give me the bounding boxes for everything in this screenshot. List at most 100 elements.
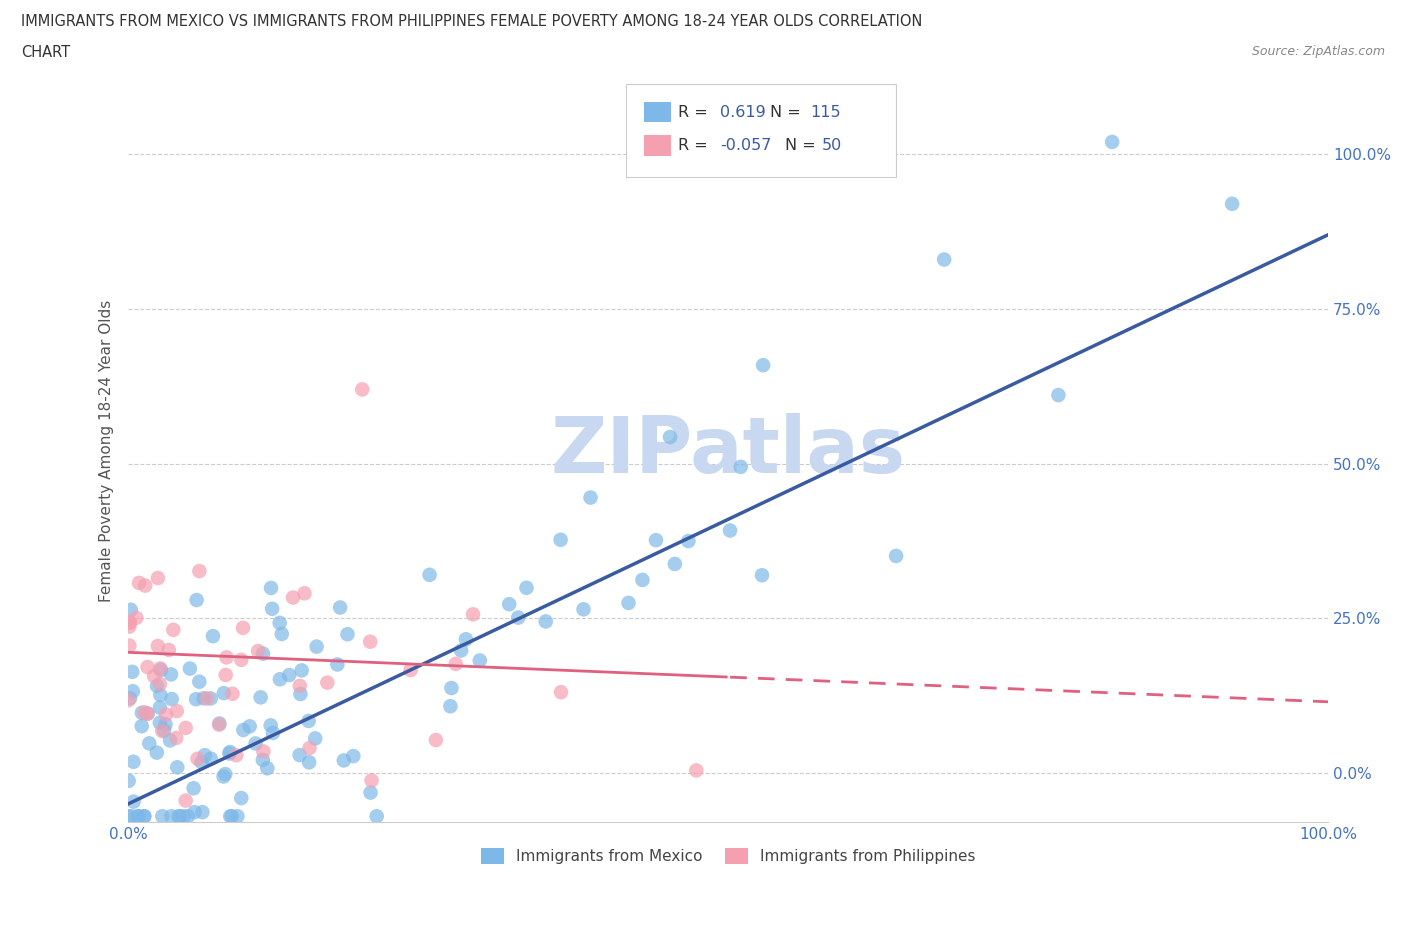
Point bbox=[177, 809, 200, 824]
Point bbox=[232, 723, 254, 737]
Text: Source: ZipAtlas.com: Source: ZipAtlas.com bbox=[1251, 45, 1385, 58]
Point bbox=[288, 678, 311, 693]
Point bbox=[298, 740, 321, 755]
Text: R =: R = bbox=[678, 138, 713, 153]
Point bbox=[269, 616, 291, 631]
Point bbox=[269, 671, 291, 686]
Y-axis label: Female Poverty Among 18-24 Year Olds: Female Poverty Among 18-24 Year Olds bbox=[100, 300, 114, 603]
Point bbox=[934, 252, 956, 267]
Point bbox=[153, 723, 176, 737]
Point bbox=[252, 752, 274, 767]
Point bbox=[134, 809, 156, 824]
Point bbox=[360, 785, 382, 800]
Point bbox=[149, 687, 172, 702]
Point bbox=[118, 774, 141, 789]
Point bbox=[360, 773, 382, 788]
Point bbox=[752, 358, 775, 373]
Point bbox=[440, 681, 463, 696]
Point bbox=[136, 707, 159, 722]
Point bbox=[270, 627, 292, 642]
Point bbox=[186, 592, 208, 607]
Point bbox=[179, 661, 201, 676]
Point bbox=[219, 745, 242, 760]
Point bbox=[262, 725, 284, 740]
Text: N =: N = bbox=[785, 138, 821, 153]
Point bbox=[136, 659, 159, 674]
Point bbox=[419, 567, 441, 582]
Point bbox=[128, 576, 150, 591]
Point bbox=[352, 382, 374, 397]
Point bbox=[122, 754, 145, 769]
Point bbox=[232, 620, 254, 635]
Point bbox=[149, 662, 172, 677]
Point bbox=[169, 809, 191, 824]
Point bbox=[193, 691, 215, 706]
Point bbox=[366, 809, 388, 824]
Point bbox=[751, 568, 773, 583]
Point bbox=[298, 713, 321, 728]
Point bbox=[146, 571, 169, 586]
Point bbox=[231, 790, 253, 805]
Point bbox=[150, 809, 173, 824]
Point bbox=[579, 490, 602, 505]
Point bbox=[342, 749, 364, 764]
Point bbox=[631, 573, 654, 588]
Point bbox=[221, 809, 243, 824]
Point bbox=[155, 717, 177, 732]
Point bbox=[225, 748, 247, 763]
Bar bbox=[644, 135, 671, 156]
Point bbox=[278, 668, 301, 683]
Point bbox=[664, 556, 686, 571]
Text: R =: R = bbox=[678, 104, 713, 120]
Point bbox=[572, 602, 595, 617]
FancyBboxPatch shape bbox=[626, 84, 896, 177]
Point bbox=[294, 586, 316, 601]
Point bbox=[128, 809, 150, 824]
Point bbox=[174, 721, 197, 736]
Point bbox=[685, 763, 707, 777]
Point bbox=[190, 755, 212, 770]
Point bbox=[256, 761, 278, 776]
Point bbox=[498, 597, 520, 612]
Point bbox=[155, 707, 177, 722]
Point bbox=[118, 691, 141, 706]
Point bbox=[138, 736, 160, 751]
Point bbox=[444, 657, 467, 671]
Point bbox=[425, 733, 447, 748]
Point bbox=[121, 664, 143, 679]
Point bbox=[120, 603, 142, 618]
Point bbox=[127, 809, 149, 824]
Point bbox=[399, 662, 422, 677]
Text: -0.057: -0.057 bbox=[720, 138, 770, 153]
Point bbox=[678, 534, 700, 549]
Point bbox=[218, 746, 240, 761]
Bar bbox=[644, 101, 671, 123]
Point bbox=[146, 678, 169, 693]
Point bbox=[200, 751, 222, 766]
Point bbox=[534, 614, 557, 629]
Point bbox=[122, 794, 145, 809]
Point bbox=[288, 748, 311, 763]
Point bbox=[188, 564, 211, 578]
Point bbox=[247, 644, 270, 658]
Point bbox=[508, 610, 530, 625]
Text: N =: N = bbox=[770, 104, 806, 120]
Point bbox=[454, 631, 477, 646]
Point bbox=[239, 719, 262, 734]
Point bbox=[260, 580, 283, 595]
Point bbox=[252, 646, 274, 661]
Point bbox=[252, 744, 274, 759]
Point bbox=[231, 653, 253, 668]
Point bbox=[659, 430, 682, 445]
Text: IMMIGRANTS FROM MEXICO VS IMMIGRANTS FROM PHILIPPINES FEMALE POVERTY AMONG 18-24: IMMIGRANTS FROM MEXICO VS IMMIGRANTS FRO… bbox=[21, 14, 922, 29]
Point bbox=[1101, 135, 1123, 150]
Text: ZIPatlas: ZIPatlas bbox=[551, 413, 905, 489]
Point bbox=[730, 459, 752, 474]
Point bbox=[149, 715, 172, 730]
Point bbox=[219, 809, 242, 824]
Point bbox=[183, 804, 205, 819]
Point bbox=[143, 669, 166, 684]
Point bbox=[121, 684, 143, 698]
Point bbox=[439, 698, 461, 713]
Point bbox=[249, 690, 271, 705]
